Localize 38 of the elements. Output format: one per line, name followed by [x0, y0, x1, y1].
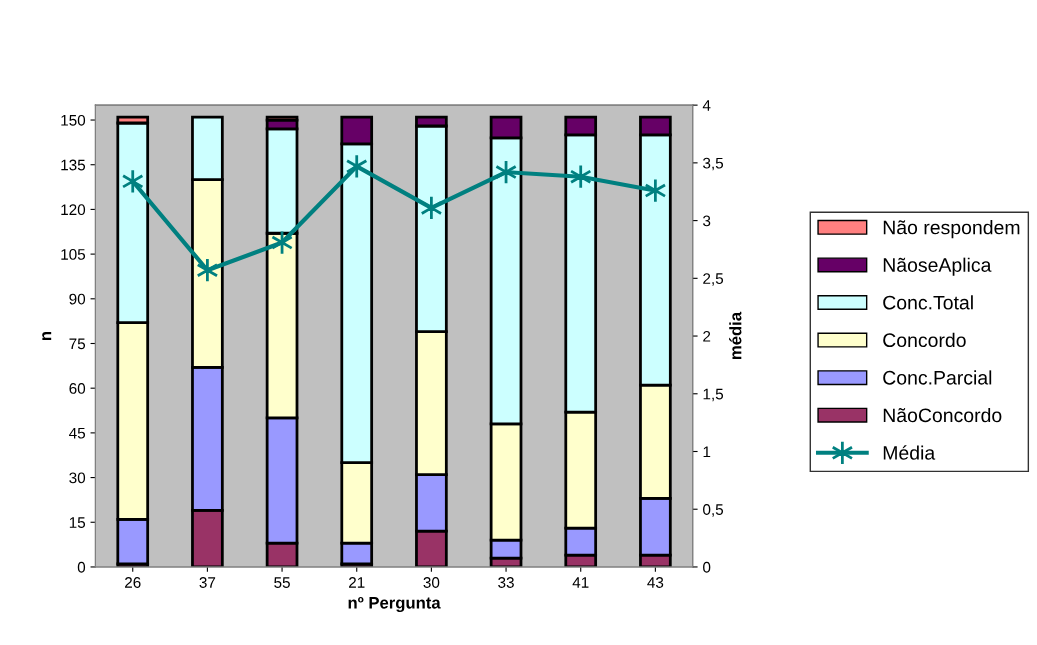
y2-tick-label: 3 [703, 215, 711, 227]
y-tick-label: 150 [61, 114, 86, 126]
y-tick-label: 0 [77, 561, 86, 573]
legend-label: NãoseAplica [883, 257, 992, 276]
y-tick-label: 135 [61, 159, 86, 171]
y2-tick-label: 3,5 [703, 157, 724, 171]
y2-tick-label: 0 [703, 561, 711, 573]
legend-label: NãoConcordo [883, 407, 1002, 423]
y2-tick-label: 2 [703, 330, 711, 342]
y-tick-label: 60 [69, 383, 86, 394]
y-tick-label: 30 [69, 472, 86, 484]
y-tick-label: 105 [61, 248, 86, 260]
y2-axis-title: média [729, 311, 742, 360]
x-axis-title: nº Pergunta [348, 596, 441, 613]
x-tick-label: 43 [647, 577, 664, 588]
legend-label: Conc.Total [883, 295, 973, 310]
legend-label: Concordo [883, 332, 966, 348]
legend-label: Não respondem [883, 220, 1020, 239]
y2-tick-label: 4 [702, 100, 711, 111]
x-tick-label: 30 [423, 577, 440, 588]
y-axis-title: n [42, 331, 52, 341]
legend-label: Média [883, 445, 936, 460]
legend-label: Conc.Parcial [883, 370, 992, 385]
x-tick-label: 55 [274, 577, 290, 588]
x-tick-label: 26 [125, 577, 141, 588]
y2-tick-label: 0,5 [703, 504, 724, 517]
y2-tick-label: 1,5 [703, 388, 724, 402]
x-tick-label: 21 [349, 577, 365, 588]
y-tick-label: 120 [61, 204, 86, 216]
y-tick-label: 90 [69, 293, 86, 305]
y-tick-label: 45 [69, 427, 86, 439]
y2-tick-label: 2,5 [703, 273, 724, 286]
x-tick-label: 41 [572, 577, 589, 588]
y-tick-label: 15 [69, 517, 86, 528]
y-tick-label: 75 [69, 338, 86, 350]
x-tick-label: 33 [498, 577, 514, 588]
y2-tick-label: 1 [703, 446, 711, 458]
x-tick-label: 37 [199, 577, 216, 588]
